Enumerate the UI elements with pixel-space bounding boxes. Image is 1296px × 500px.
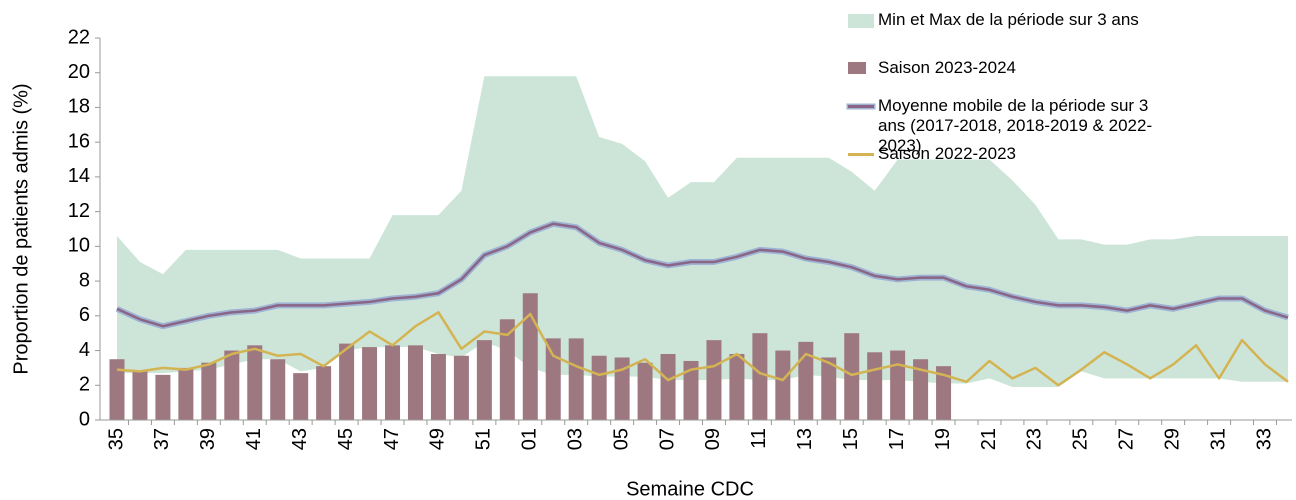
x-tick-label: 35 [105, 428, 127, 450]
bar [706, 340, 722, 420]
x-tick-label: 41 [243, 428, 265, 450]
y-tick-label: 2 [79, 374, 90, 396]
x-tick-label: 13 [794, 428, 816, 450]
bar [224, 350, 240, 420]
x-tick-label: 17 [886, 428, 908, 450]
y-tick-label: 20 [68, 61, 90, 83]
legend-label: Moyenne mobile de la période sur 3 ans (… [878, 96, 1153, 155]
y-tick-label: 16 [68, 130, 90, 152]
x-tick-label: 37 [151, 428, 173, 450]
x-tick-label: 33 [1253, 428, 1275, 450]
bar [178, 367, 194, 420]
bar [499, 319, 515, 420]
bar [132, 371, 148, 420]
bar [660, 354, 676, 420]
bar [752, 333, 768, 420]
x-tick-label: 03 [564, 428, 586, 450]
x-tick-label: 11 [748, 428, 770, 449]
bar [591, 355, 607, 420]
x-tick-label: 01 [519, 428, 541, 450]
bar [407, 345, 423, 420]
bar [109, 359, 125, 420]
legend-swatch [848, 105, 874, 108]
x-tick-label: 15 [840, 428, 862, 450]
bar [316, 366, 332, 420]
bar [385, 345, 401, 420]
x-tick-label: 49 [427, 428, 449, 450]
y-tick-label: 6 [79, 304, 90, 326]
bar [339, 343, 355, 420]
x-axis-title: Semaine CDC [626, 478, 754, 500]
x-tick-label: 05 [610, 428, 632, 450]
y-tick-label: 10 [68, 235, 90, 257]
bar [913, 359, 929, 420]
bar [821, 357, 837, 420]
bar [614, 357, 630, 420]
bar [430, 354, 446, 420]
y-tick-label: 14 [68, 165, 90, 187]
bar [155, 374, 171, 420]
bar [476, 340, 492, 420]
line [116, 222, 1289, 328]
x-tick-label: 39 [197, 428, 219, 450]
y-tick-label: 8 [79, 269, 90, 291]
legend-item: Min et Max de la période sur 3 ans [848, 10, 1178, 30]
y-tick-label: 0 [79, 408, 90, 430]
bar [890, 350, 906, 420]
bar [247, 345, 263, 420]
x-tick-label: 23 [1024, 428, 1046, 450]
legend-item: Saison 2022-2023 [848, 144, 1178, 164]
legend-label: Saison 2023-2024 [878, 58, 1017, 77]
y-tick-label: 4 [79, 339, 90, 361]
x-tick-label: 07 [656, 428, 678, 450]
x-tick-label: 29 [1161, 428, 1183, 450]
bar [775, 350, 791, 420]
line [116, 311, 1289, 387]
y-tick-label: 18 [68, 96, 90, 118]
bar [362, 347, 378, 420]
x-tick-label: 19 [932, 428, 954, 450]
x-tick-label: 47 [381, 428, 403, 450]
y-axis-title: Proportion de patients admis (%) [10, 83, 32, 374]
bar [936, 366, 952, 420]
bar [683, 360, 699, 420]
legend-item: Saison 2023-2024 [848, 58, 1178, 78]
bar [201, 362, 217, 420]
legend-label: Saison 2022-2023 [878, 144, 1017, 163]
x-tick-label: 27 [1116, 428, 1138, 450]
min-max-band [117, 76, 1288, 388]
bar [293, 373, 309, 420]
bar [545, 338, 561, 420]
legend-swatch [848, 62, 866, 74]
bar [729, 354, 745, 420]
legend-swatch [848, 153, 874, 156]
bar [637, 362, 653, 420]
bar [453, 355, 469, 420]
legend-swatch [848, 14, 874, 28]
y-tick-label: 12 [68, 200, 90, 222]
bar [867, 352, 883, 420]
x-tick-label: 51 [473, 428, 495, 450]
x-tick-label: 31 [1207, 428, 1229, 450]
bar [844, 333, 860, 420]
x-tick-label: 25 [1070, 428, 1092, 450]
y-tick-label: 22 [68, 26, 90, 48]
bar [798, 341, 814, 420]
x-tick-label: 09 [702, 428, 724, 450]
x-tick-label: 43 [289, 428, 311, 450]
bar [270, 359, 286, 420]
x-tick-label: 45 [335, 428, 357, 450]
bar [568, 338, 584, 420]
legend-label: Min et Max de la période sur 3 ans [878, 10, 1139, 29]
bar [522, 293, 538, 420]
x-tick-label: 21 [978, 428, 1000, 450]
legend-item: Moyenne mobile de la période sur 3 ans (… [848, 96, 1178, 156]
